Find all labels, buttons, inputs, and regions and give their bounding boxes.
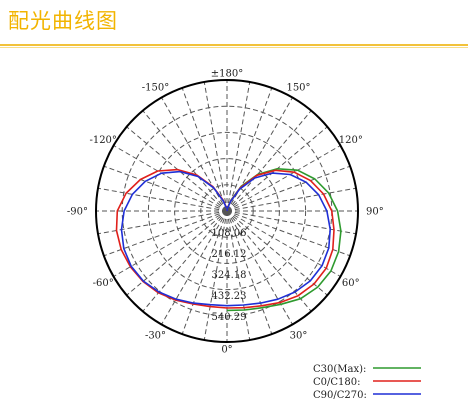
grid-spoke: [226, 81, 251, 212]
grid-spoke: [181, 210, 228, 335]
legend-label-2: C0/C180:: [313, 377, 361, 388]
grid-spoke: [142, 210, 228, 312]
grid-spoke: [226, 110, 312, 212]
grid-spoke: [226, 210, 293, 325]
page-title: 配光曲线图: [8, 9, 118, 33]
grid-spoke: [126, 210, 228, 296]
angle-label: 30°: [290, 330, 308, 341]
angle-label: ±180°: [211, 69, 243, 80]
legend-label-1: C30(Max):: [313, 364, 366, 375]
grid-spoke: [226, 145, 341, 212]
radial-tick-label: 540.29: [212, 312, 247, 323]
angle-label: 90°: [366, 207, 384, 218]
grid-spoke: [203, 81, 228, 212]
angle-label: 120°: [339, 135, 363, 146]
grid-spoke: [226, 87, 273, 212]
angle-label: -30°: [145, 330, 166, 341]
grid-spoke: [226, 210, 251, 341]
angle-label: 60°: [342, 278, 360, 289]
legend-label-3: C90/C270:: [313, 390, 367, 401]
angle-label: -150°: [142, 83, 169, 94]
grid-spoke: [142, 110, 228, 212]
grid-spoke: [113, 210, 228, 277]
radial-tick-label: 324.18: [212, 270, 247, 281]
grid-spoke: [181, 87, 228, 212]
grid-spoke: [161, 210, 228, 325]
radial-tick-label: 216.12: [212, 249, 247, 260]
grid-spoke: [97, 187, 228, 212]
series-line-2: [115, 168, 335, 309]
grid-spoke: [103, 165, 228, 212]
angle-label: 0°: [221, 345, 232, 356]
grid-spoke: [226, 210, 357, 235]
outer-circle: [95, 79, 359, 343]
angle-label: -90°: [67, 207, 88, 218]
grid-spoke: [226, 210, 328, 296]
legend: C30(Max): C0/C180: C90/C270:: [313, 364, 421, 401]
grid-spoke: [226, 210, 341, 277]
grid-spoke: [161, 97, 228, 212]
grid-spoke: [226, 210, 273, 335]
grid-spoke: [226, 210, 312, 312]
angle-label: -60°: [93, 278, 114, 289]
title-divider: [0, 44, 468, 48]
series-line-3: [120, 170, 331, 307]
polar-labels: ±180° 150° 120° 90° 60° 30° 0° -30° -60° -90° -120…: [67, 69, 384, 356]
grid-spoke: [226, 97, 293, 212]
radial-tick-label: 108.06: [212, 228, 247, 239]
grid-spoke: [226, 165, 351, 212]
grid-spoke: [97, 210, 228, 235]
angle-label: -120°: [89, 135, 116, 146]
radial-tick-label: 432.23: [212, 291, 247, 302]
grid-spoke: [113, 145, 228, 212]
polar-series: [115, 168, 342, 312]
grid-spoke: [226, 187, 357, 212]
grid-spoke: [103, 210, 228, 257]
grid-spoke: [203, 210, 228, 341]
grid-circle-3: [147, 131, 307, 291]
grid-spoke: [226, 210, 351, 257]
angle-label: 150°: [286, 83, 310, 94]
